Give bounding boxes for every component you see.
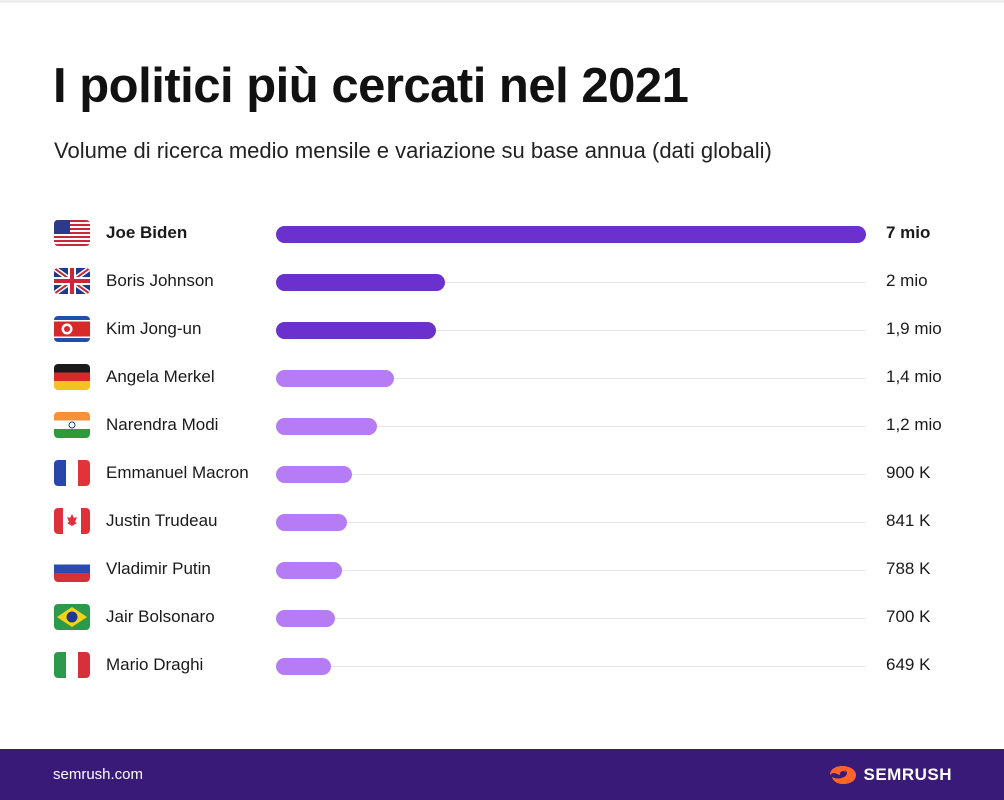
category-label: Boris Johnson — [106, 271, 214, 290]
category-label: Narendra Modi — [106, 415, 219, 434]
bar — [276, 562, 342, 579]
bar — [276, 466, 352, 483]
bar-track — [276, 666, 866, 667]
chart-row: Kim Jong-un 1,9 mio — [0, 306, 1004, 354]
chart-row: Jair Bolsonaro 700 K — [0, 594, 1004, 642]
bar — [276, 514, 347, 531]
bar — [276, 370, 394, 387]
semrush-logo: SEMRUSH — [828, 764, 952, 786]
bar-track — [276, 378, 866, 379]
value-label: 1,2 mio — [886, 415, 942, 434]
category-label: Angela Merkel — [106, 367, 215, 386]
bar — [276, 226, 866, 243]
value-label: 649 K — [886, 655, 931, 674]
bar — [276, 322, 436, 339]
chart-row: Justin Trudeau 841 K — [0, 498, 1004, 546]
footer: semrush.com SEMRUSH — [0, 749, 1004, 800]
flag-br-icon — [54, 604, 90, 630]
bar — [276, 610, 335, 627]
value-label: 700 K — [886, 607, 931, 626]
bar — [276, 274, 445, 291]
category-label: Emmanuel Macron — [106, 463, 249, 482]
bar-track — [276, 474, 866, 475]
bar-track — [276, 282, 866, 283]
bar-track — [276, 330, 866, 331]
top-divider — [0, 0, 1004, 3]
chart-row: Joe Biden 7 mio — [0, 210, 1004, 258]
flag-in-icon — [54, 412, 90, 438]
flag-ru-icon — [54, 556, 90, 582]
flag-kp-icon — [54, 316, 90, 342]
bar — [276, 658, 331, 675]
footer-url[interactable]: semrush.com — [53, 766, 144, 783]
value-label: 841 K — [886, 511, 931, 530]
category-label: Justin Trudeau — [106, 511, 218, 530]
bar-chart: Joe Biden 7 mio Boris Johnson 2 mio Kim Jong… — [0, 210, 1004, 710]
category-label: Kim Jong-un — [106, 319, 202, 338]
bar-track — [276, 522, 866, 523]
page-subtitle: Volume di ricerca medio mensile e variaz… — [54, 138, 772, 163]
value-label: 1,4 mio — [886, 367, 942, 386]
chart-row: Boris Johnson 2 mio — [0, 258, 1004, 306]
flag-ca-icon — [54, 508, 90, 534]
value-label: 788 K — [886, 559, 931, 578]
bar-track — [276, 426, 866, 427]
bar — [276, 418, 377, 435]
category-label: Jair Bolsonaro — [106, 607, 215, 626]
semrush-fire-icon — [830, 766, 857, 784]
logo-text: SEMRUSH — [863, 765, 952, 784]
bar-track — [276, 618, 866, 619]
value-label: 7 mio — [886, 223, 931, 242]
chart-row: Angela Merkel 1,4 mio — [0, 354, 1004, 402]
category-label: Joe Biden — [106, 223, 188, 242]
flag-us-icon — [54, 220, 90, 246]
chart-row: Vladimir Putin 788 K — [0, 546, 1004, 594]
flag-de-icon — [54, 364, 90, 390]
flag-fr-icon — [54, 460, 90, 486]
chart-row: Narendra Modi 1,2 mio — [0, 402, 1004, 450]
chart-row: Mario Draghi 649 K — [0, 642, 1004, 690]
page-title: I politici più cercati nel 2021 — [53, 59, 689, 113]
bar-track — [276, 570, 866, 571]
category-label: Vladimir Putin — [106, 559, 211, 578]
value-label: 1,9 mio — [886, 319, 942, 338]
flag-it-icon — [54, 652, 90, 678]
value-label: 900 K — [886, 463, 931, 482]
flag-gb-icon — [54, 268, 90, 294]
value-label: 2 mio — [886, 271, 928, 290]
chart-row: Emmanuel Macron 900 K — [0, 450, 1004, 498]
category-label: Mario Draghi — [106, 655, 204, 674]
